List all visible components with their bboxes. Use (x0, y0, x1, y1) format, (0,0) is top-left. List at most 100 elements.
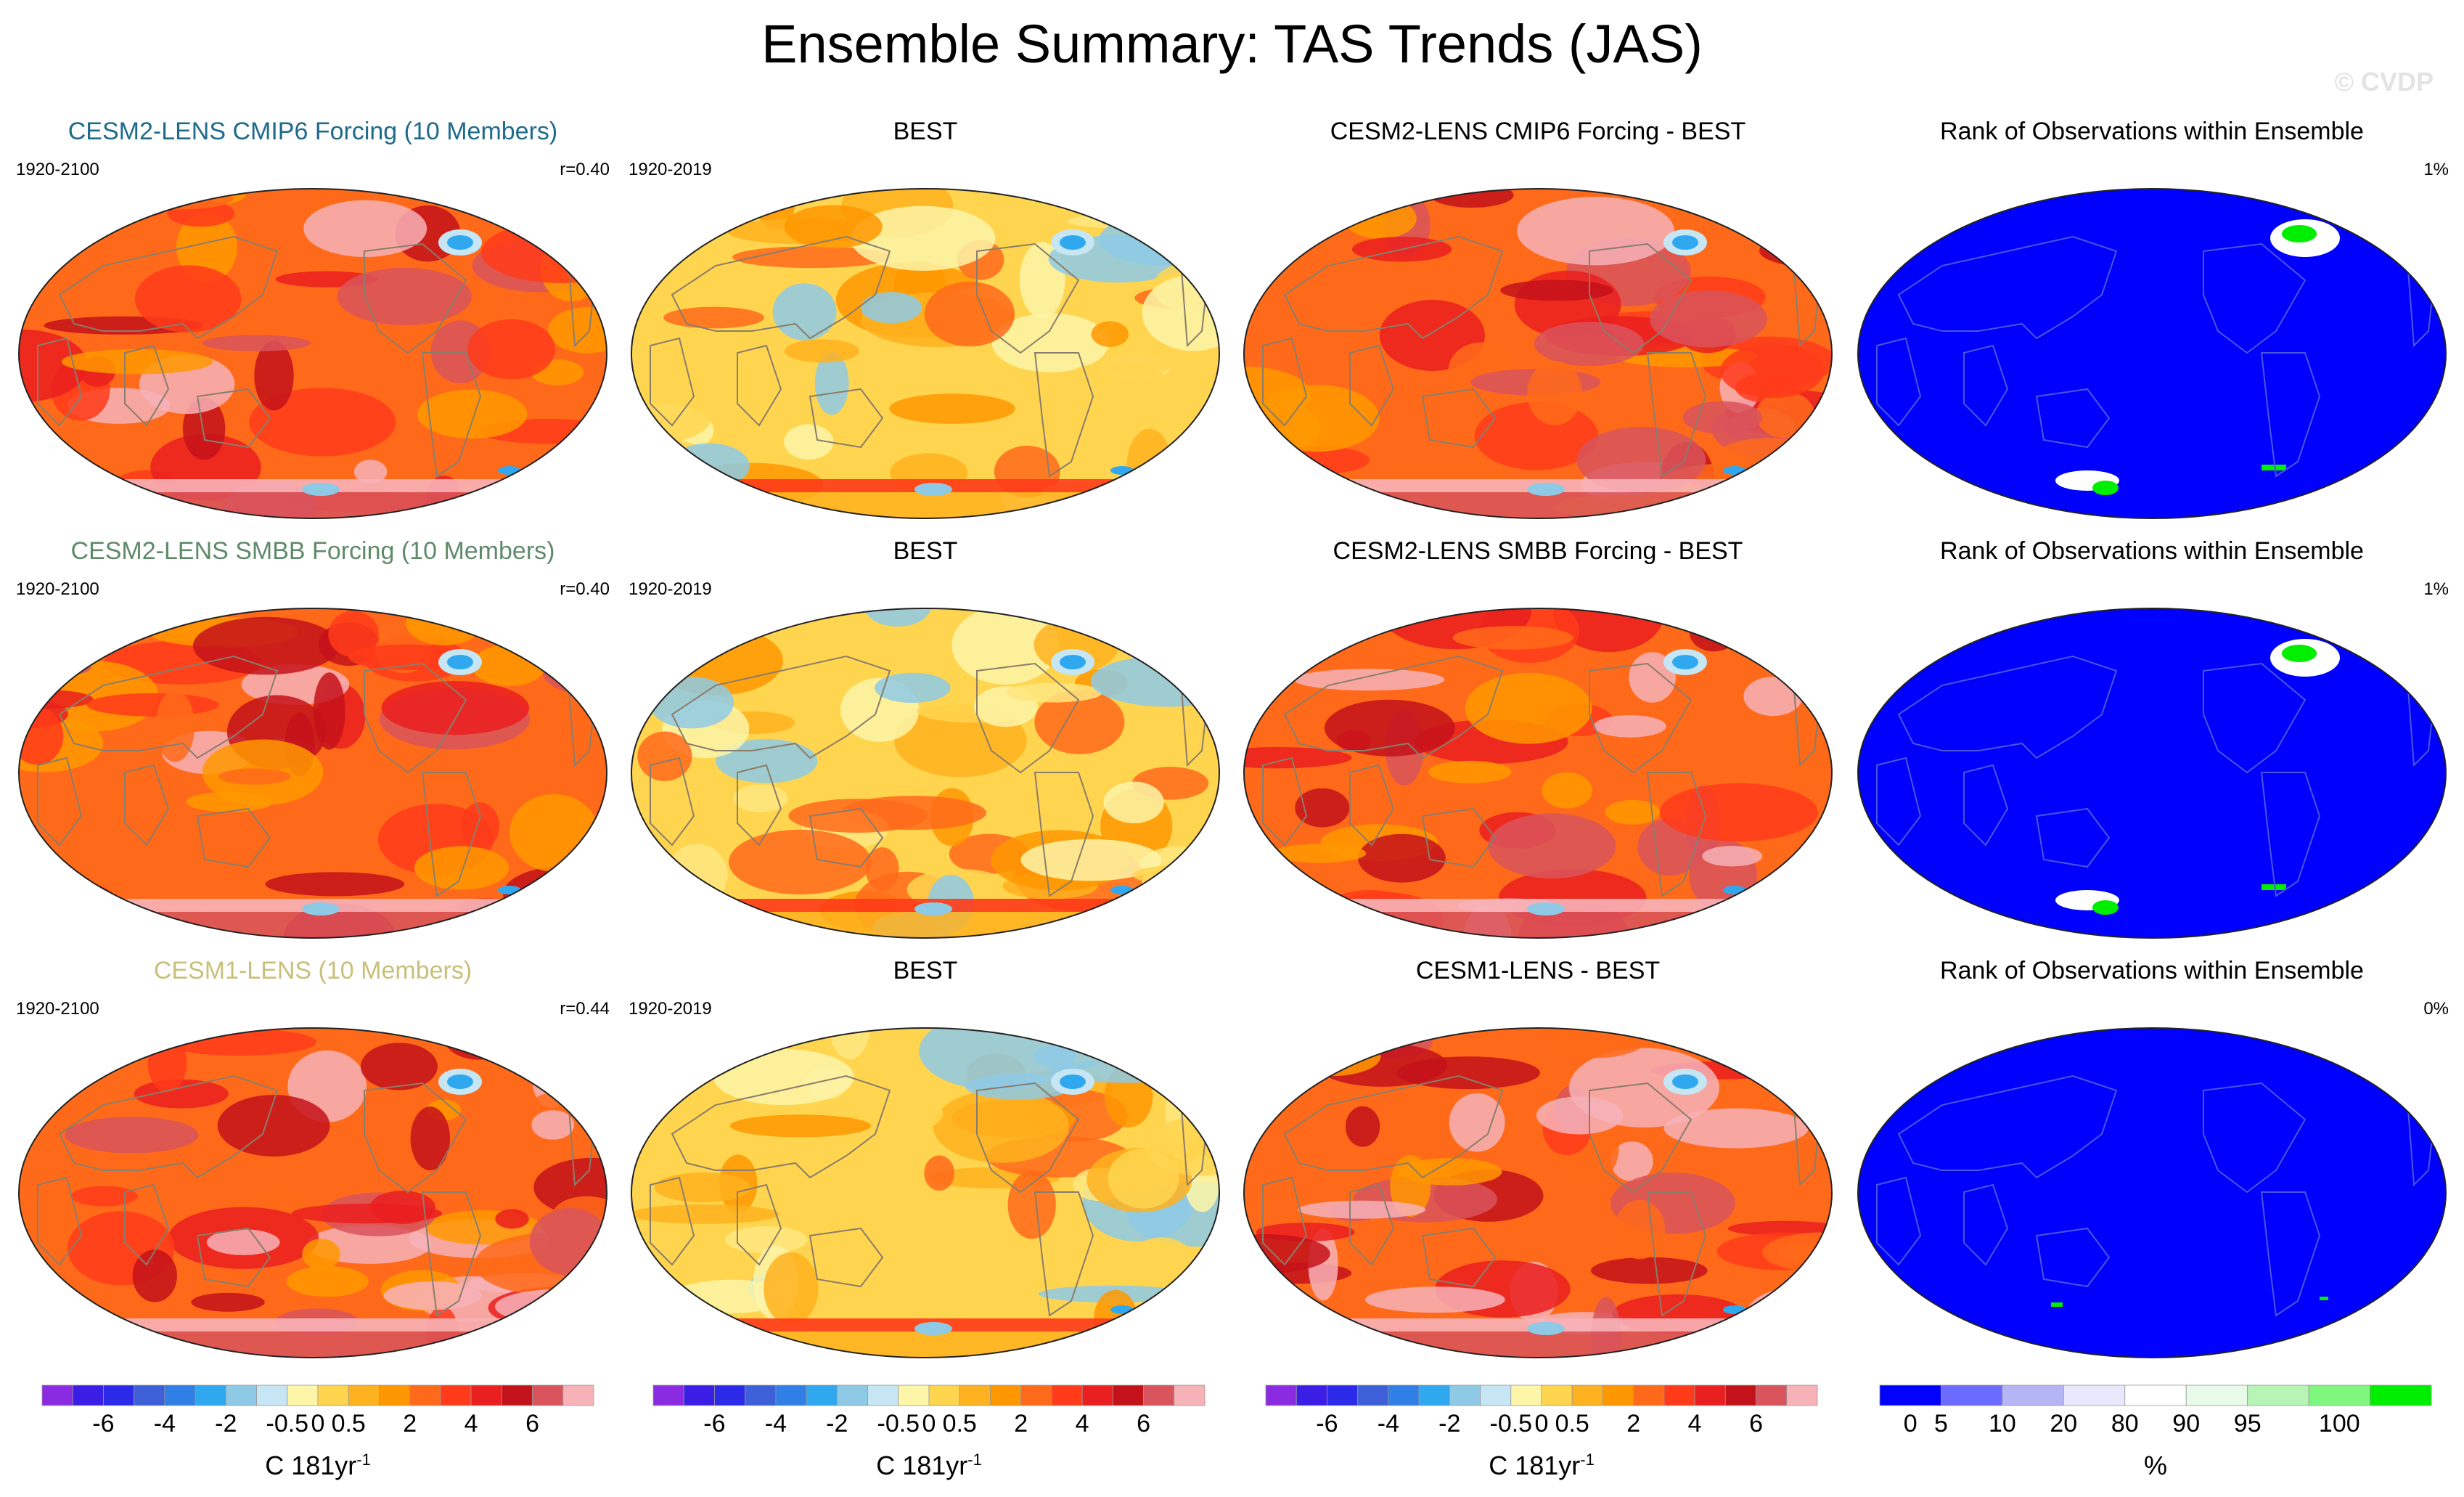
anomaly-patch (865, 847, 899, 892)
panel-title: BEST (893, 537, 958, 565)
continent-outline (976, 1082, 1080, 1194)
anomaly-patch (1534, 322, 1645, 366)
southern-cold-spot (1527, 1322, 1565, 1335)
southern-cold-spot (1527, 483, 1565, 496)
colorbar-tick-label: -6 (703, 1410, 725, 1437)
colorbar-swatch (990, 1384, 1022, 1406)
anomaly-patch (631, 1335, 685, 1358)
anomaly-patch (218, 768, 291, 785)
arctic-cold-core (447, 655, 473, 669)
colorbar-swatch (134, 1384, 165, 1406)
anomaly-patch (134, 265, 242, 333)
anomaly-patch (732, 246, 891, 269)
continent-outline (976, 662, 1080, 774)
colorbar-tick-label: -2 (1438, 1410, 1460, 1437)
world-map (631, 188, 1220, 519)
continent-outline (976, 242, 1080, 354)
southern-cold-spot (1110, 1305, 1134, 1314)
continent-outline (421, 772, 482, 897)
anomaly-patch (1647, 924, 1769, 938)
anomaly-patch (548, 307, 607, 354)
colorbar-swatch (287, 1384, 319, 1406)
map-border (18, 608, 607, 939)
southern-cold-spot (1110, 886, 1134, 894)
colorbar-swatch (470, 1384, 502, 1406)
anomaly-patch (1720, 343, 1825, 399)
world-map (1243, 1027, 1833, 1358)
colorbar-swatch (317, 1384, 349, 1406)
continent-outline (421, 1191, 482, 1317)
colorbar-swatch (959, 1384, 991, 1406)
continent-outline (1646, 1191, 1707, 1317)
anomaly-patch (1449, 1093, 1505, 1152)
anomaly-patch (254, 340, 294, 411)
anomaly-patch (1108, 1148, 1179, 1209)
continent-outline (809, 807, 884, 868)
colorbar-tick-label: 4 (1076, 1410, 1089, 1437)
continent-outline (650, 756, 695, 847)
anomaly-patch (531, 1110, 575, 1140)
colorbar-swatch (836, 1384, 868, 1406)
anomaly-patch (369, 1191, 435, 1224)
colorbar-tick-label: 0.5 (1555, 1410, 1589, 1437)
colorbar-swatch (2247, 1384, 2309, 1406)
continent-outline (1034, 352, 1094, 478)
colorbar-tick-label: 6 (1137, 1410, 1150, 1437)
anomaly-patch (933, 1090, 1069, 1163)
anomaly-patch (249, 388, 396, 457)
continent-outline (2203, 242, 2307, 354)
colorbar-swatch (1541, 1384, 1573, 1406)
anomaly-patch (1542, 772, 1592, 809)
anomaly-patch (924, 281, 1015, 347)
anomaly-patch (509, 794, 599, 872)
anomaly-patch (729, 1114, 872, 1138)
continent-outline (1589, 242, 1693, 354)
colorbar-tick-label: 6 (525, 1410, 539, 1437)
anomaly-patch (829, 1028, 871, 1060)
colorbar-swatch (1694, 1384, 1726, 1406)
anomaly-patch (1343, 197, 1417, 239)
anomaly-patch (176, 212, 237, 282)
anomaly-patch (1702, 846, 1763, 867)
rank-green-region (2282, 225, 2317, 242)
arctic-cold-core (447, 235, 473, 250)
southern-cold-spot (498, 886, 521, 894)
southern-cold-spot (302, 902, 340, 915)
anomaly-patch (1126, 428, 1172, 505)
colorbar-tick-label: 5 (1934, 1410, 1948, 1437)
antarctic-band (631, 492, 1219, 518)
anomaly-patch (1727, 1220, 1832, 1236)
anomaly-patch (1659, 783, 1818, 841)
world-map (1857, 1027, 2447, 1358)
colorbar-swatch (195, 1384, 226, 1406)
panel-stat: r=0.40 (560, 579, 610, 599)
panel-title: BEST (893, 118, 958, 145)
anomaly-patch (1345, 1106, 1380, 1147)
anomaly-patch (1364, 1286, 1505, 1313)
continent-outline (1421, 388, 1497, 449)
anomaly-patch (337, 267, 472, 325)
anomaly-patch (1743, 1289, 1825, 1355)
continent-outline (364, 242, 467, 354)
anomaly-patch (529, 1207, 607, 1276)
panel-stat: 0% (2423, 999, 2449, 1019)
anomaly-patch (864, 608, 931, 627)
continent-outline (1963, 1183, 2009, 1266)
continent-outline (737, 1183, 782, 1266)
continent-outline (1963, 764, 2009, 847)
anomaly-patch (1007, 1170, 1056, 1239)
anomaly-patch (631, 1204, 779, 1224)
colorbar-swatch (1020, 1384, 1052, 1406)
colorbar-tick-label: -6 (1316, 1410, 1338, 1437)
continent-outline (1349, 764, 1395, 847)
southern-cold-spot (914, 902, 952, 915)
colorbar-swatch (440, 1384, 472, 1406)
map-panel: BEST 1920-2019 (624, 536, 1227, 942)
anomaly-patch (71, 1186, 138, 1207)
colorbar-units: C 181yr-1 (265, 1451, 371, 1480)
world-map (18, 1027, 607, 1358)
anomaly-patch (1784, 709, 1832, 787)
antarctic-band (631, 912, 1219, 938)
anomaly-patch (303, 200, 427, 257)
colorbar-swatch (2370, 1384, 2432, 1406)
